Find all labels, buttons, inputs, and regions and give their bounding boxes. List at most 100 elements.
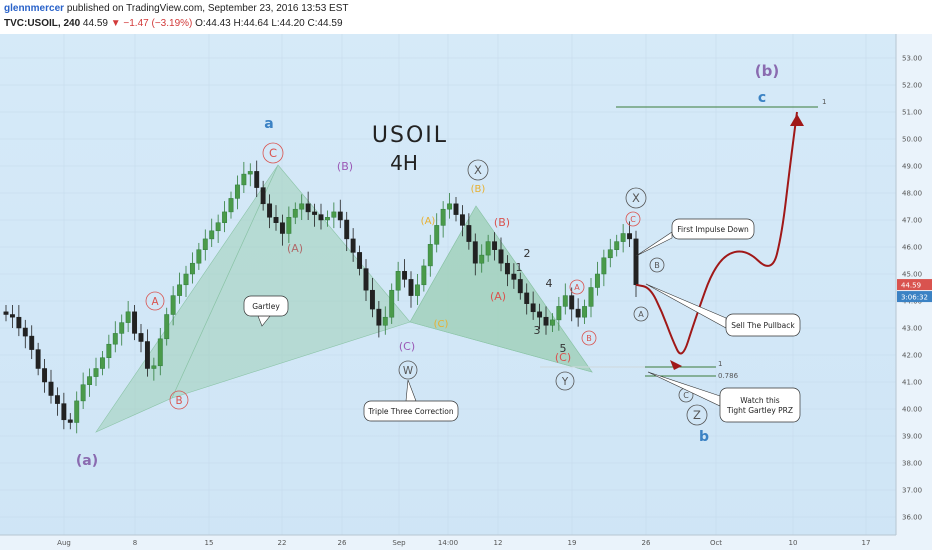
candle-body — [87, 376, 93, 385]
wave-label: (C) — [555, 351, 571, 364]
candle-body — [357, 252, 363, 269]
candle-body — [138, 333, 144, 342]
candle-body — [350, 238, 356, 253]
candle-body — [402, 271, 408, 280]
wave-label: b — [699, 429, 709, 445]
candle-body — [376, 308, 382, 326]
x-tick-label: 10 — [789, 539, 798, 547]
candle-body — [459, 214, 465, 226]
candle-body — [132, 311, 138, 334]
x-tick-label: 19 — [568, 539, 577, 547]
wave-label: B — [586, 334, 592, 343]
y-tick-label: 46.00 — [902, 244, 922, 252]
candle-body — [144, 341, 150, 369]
author-link[interactable]: glennmercer — [4, 3, 65, 14]
candle-body — [620, 233, 626, 242]
wave-label: B — [175, 395, 182, 407]
axes: 53.00 52.00 51.00 50.00 49.00 48.00 47.00 46.00… — [0, 34, 932, 550]
wave-label: a — [264, 116, 273, 132]
high-label: H:44.64 — [233, 18, 269, 29]
y-tick-label: 43.00 — [902, 325, 922, 333]
candle-body — [202, 238, 208, 250]
candle-body — [607, 249, 613, 259]
candle-body — [344, 219, 350, 240]
x-tick-label: Sep — [392, 539, 406, 547]
candle-body — [421, 265, 427, 286]
candle-body — [267, 203, 273, 218]
candle-body — [106, 343, 112, 358]
candle-body — [292, 208, 298, 218]
wave-label-ring — [145, 291, 165, 311]
wave-label: (B) — [337, 160, 353, 173]
candle-body — [35, 349, 41, 369]
candle-body — [228, 198, 234, 213]
candle-body — [29, 335, 35, 350]
candle-body — [498, 249, 504, 264]
time-axis-bg — [0, 535, 932, 550]
projection — [635, 111, 804, 370]
wave-label: 5 — [560, 342, 567, 355]
candle-body — [61, 403, 67, 421]
candle-body — [549, 319, 555, 326]
candle-body — [93, 368, 99, 377]
candle-body — [273, 217, 279, 223]
x-tick-label: 22 — [278, 539, 287, 547]
callout-tail — [405, 379, 417, 402]
wave-label-ring — [555, 371, 575, 391]
wave-label: 4 — [546, 277, 553, 290]
wave-label: (A) — [287, 242, 303, 255]
y-tick-label: 45.00 — [902, 271, 922, 279]
x-tick-label: 14:00 — [438, 539, 458, 547]
candle-body — [582, 306, 588, 318]
candle-body — [177, 284, 183, 296]
callout-text: Watch this — [740, 396, 780, 405]
candle-body — [299, 203, 305, 210]
x-tick-label: 8 — [133, 539, 137, 547]
wave-label-ring — [169, 390, 189, 410]
candle-body — [601, 257, 607, 275]
candles — [3, 160, 639, 434]
chart-subtitle: 4H — [390, 151, 418, 175]
change-label: ▼ −1.47 (−3.19%) — [110, 18, 193, 29]
gartley-triangle-right-b — [409, 205, 593, 373]
wave-label: Z — [693, 408, 701, 422]
candle-body — [222, 211, 228, 223]
candle-body — [286, 217, 292, 234]
close-label: C:44.59 — [307, 18, 343, 29]
callout-tail — [647, 371, 721, 407]
candle-body — [54, 395, 60, 404]
candle-body — [99, 357, 105, 369]
candle-body — [614, 241, 620, 250]
callout-box — [243, 295, 289, 317]
symbol-label[interactable]: TVC:USOIL, 240 — [4, 18, 81, 29]
candle-body — [575, 308, 581, 318]
wave-label: (B) — [494, 216, 510, 229]
callout-text: Tight Gartley PRZ — [726, 406, 793, 415]
candle-body — [22, 327, 28, 337]
wave-label: (A) — [490, 290, 506, 303]
wave-label: c — [758, 90, 766, 106]
x-tick-label: 15 — [205, 539, 214, 547]
candle-body — [254, 171, 260, 188]
wave-label: Y — [561, 376, 569, 388]
candle-body — [569, 295, 575, 310]
wave-label: X — [632, 191, 640, 205]
gartley-triangle-mid — [171, 164, 411, 399]
grid — [0, 34, 896, 535]
last-price-tag — [897, 279, 932, 291]
wave-label: W — [403, 365, 413, 377]
wave-label-ring — [633, 306, 649, 322]
candle-body — [427, 244, 433, 267]
candle-body — [633, 238, 639, 286]
wave-label: C — [683, 391, 689, 400]
candle-body — [369, 289, 375, 310]
callouts: Gartley Triple Three Correction First Impu… — [243, 218, 801, 423]
wave-label-ring — [649, 257, 665, 273]
callout-text: Gartley — [252, 302, 280, 311]
publisher-line: glennmercer published on TradingView.com… — [4, 3, 348, 14]
callout-text: First Impulse Down — [677, 225, 749, 234]
candle-body — [562, 295, 568, 307]
wave-labels: (a)aC(B)(A)AB(A)(C)(B)X(B)(A)12345(C)(C)… — [76, 62, 779, 469]
